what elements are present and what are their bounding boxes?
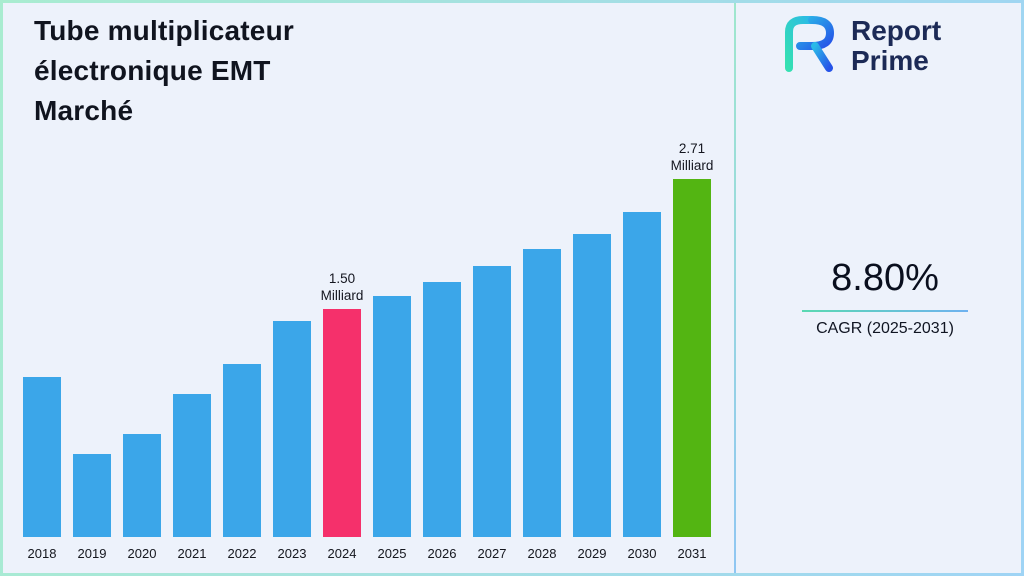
bar-group-2018: 2018 xyxy=(17,377,67,561)
bar-group-2020: 2020 xyxy=(117,434,167,561)
page-title: Tube multiplicateur électronique EMT Mar… xyxy=(34,11,294,131)
cagr-value: 8.80% xyxy=(831,257,939,299)
year-label-2021: 2021 xyxy=(177,546,207,561)
page-title-line-3: Marché xyxy=(34,95,134,126)
bar-group-2021: 2021 xyxy=(167,394,217,561)
year-label-2026: 2026 xyxy=(427,546,457,561)
report-prime-logo-icon xyxy=(776,13,842,78)
bar-2026 xyxy=(423,282,461,537)
bar-2031 xyxy=(673,179,711,537)
value-label-2024: 1.50 Milliard xyxy=(320,271,364,303)
year-label-2027: 2027 xyxy=(477,546,507,561)
year-label-2031: 2031 xyxy=(677,546,707,561)
year-label-2024: 2024 xyxy=(327,546,357,561)
year-label-2025: 2025 xyxy=(377,546,407,561)
bar-group-2026: 2026 xyxy=(417,282,467,561)
bar-2028 xyxy=(523,249,561,537)
bar-group-2028: 2028 xyxy=(517,249,567,561)
bar-group-2022: 2022 xyxy=(217,364,267,561)
page-title-line-2: électronique EMT xyxy=(34,55,271,86)
infographic-canvas: Tube multiplicateur électronique EMT Mar… xyxy=(3,3,1021,573)
year-label-2029: 2029 xyxy=(577,546,607,561)
bar-group-2025: 2025 xyxy=(367,296,417,561)
bar-group-2029: 2029 xyxy=(567,234,617,561)
year-label-2018: 2018 xyxy=(27,546,57,561)
cagr-label: CAGR (2025-2031) xyxy=(816,320,954,337)
brand-name: Report Prime xyxy=(851,14,942,76)
bar-group-2030: 2030 xyxy=(617,212,667,561)
year-label-2020: 2020 xyxy=(127,546,157,561)
bar-chart: 2018 2019 2020 2021 2022 2023 1.50 Milliard 2024… xyxy=(17,140,717,561)
year-label-2030: 2030 xyxy=(627,546,657,561)
brand-name-line-2: Prime xyxy=(851,44,929,76)
cagr-underline xyxy=(802,310,968,312)
bar-2019 xyxy=(73,454,111,537)
bar-group-2024: 1.50 Milliard 2024 xyxy=(317,270,367,561)
page-title-line-1: Tube multiplicateur xyxy=(34,15,294,46)
bar-2027 xyxy=(473,266,511,537)
brand-name-line-1: Report xyxy=(851,14,942,46)
bar-2020 xyxy=(123,434,161,537)
brand-block: Report Prime xyxy=(776,13,941,78)
bar-2018 xyxy=(23,377,61,537)
year-label-2019: 2019 xyxy=(77,546,107,561)
vertical-divider xyxy=(734,3,736,573)
bar-2029 xyxy=(573,234,611,537)
value-label-2031: 2.71 Milliard xyxy=(670,141,714,173)
bar-2022 xyxy=(223,364,261,537)
bar-2024 xyxy=(323,309,361,537)
bar-2023 xyxy=(273,321,311,537)
bar-group-2027: 2027 xyxy=(467,266,517,561)
year-label-2022: 2022 xyxy=(227,546,257,561)
bar-group-2023: 2023 xyxy=(267,321,317,561)
bar-2025 xyxy=(373,296,411,537)
cagr-block: 8.80% CAGR (2025-2031) xyxy=(800,257,970,338)
bar-2030 xyxy=(623,212,661,537)
bar-group-2019: 2019 xyxy=(67,454,117,561)
bar-2021 xyxy=(173,394,211,537)
year-label-2023: 2023 xyxy=(277,546,307,561)
bar-group-2031: 2.71 Milliard 2031 xyxy=(667,140,717,561)
year-label-2028: 2028 xyxy=(527,546,557,561)
